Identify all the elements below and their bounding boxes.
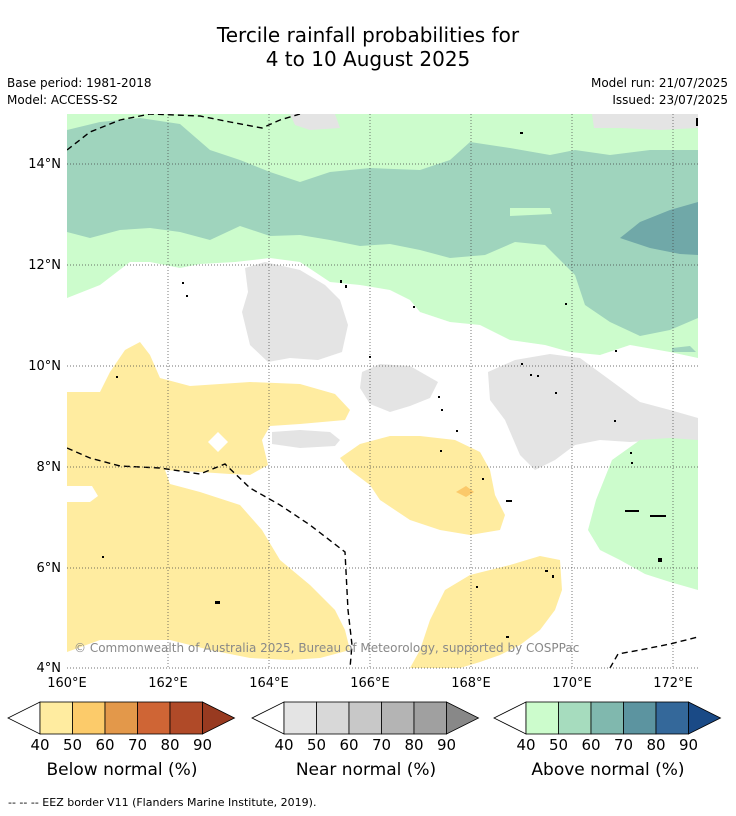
near-normal-colorbar: 40 50 60 70 80 90	[251, 701, 480, 754]
lat-label: 12°N	[28, 258, 61, 273]
lat-label: 14°N	[28, 157, 61, 172]
near-normal-region-5	[290, 114, 340, 130]
above-normal-legend-title: Above normal (%)	[531, 760, 685, 780]
above-normal-colorbar-segment	[525, 701, 559, 735]
near-normal-region-6	[592, 114, 698, 130]
white-gap-1	[67, 486, 98, 502]
below-normal-60-region	[456, 486, 474, 497]
above-normal-colorbar-segment	[623, 701, 657, 735]
near-normal-colorbar-tick-label: 40	[274, 736, 293, 754]
below-normal-colorbar-tick-label: 80	[160, 736, 179, 754]
eez-footnote: -- -- -- EEZ border V11 (Flanders Marine…	[8, 796, 317, 809]
above-normal-70-region	[620, 202, 698, 255]
model-run-text: Model run: 21/07/2025	[590, 76, 728, 90]
above-normal-colorbar-segment	[655, 701, 689, 735]
above-normal-colorbar-tick-label: 70	[614, 736, 633, 754]
map-title-line2: 4 to 10 August 2025	[265, 47, 471, 71]
below-normal-legend-title: Below normal (%)	[46, 760, 198, 780]
below-normal-colorbar-under-arrow	[7, 701, 41, 735]
islands	[102, 118, 698, 638]
below-normal-colorbar-segment	[104, 701, 138, 735]
near-normal-colorbar-tick-label: 90	[437, 736, 456, 754]
issued-text: Issued: 23/07/2025	[612, 93, 728, 107]
above-normal-colorbar-tick-label: 40	[516, 736, 535, 754]
below-normal-colorbar: 40 50 60 70 80 90	[7, 701, 236, 754]
below-normal-colorbar-segment	[137, 701, 171, 735]
near-normal-colorbar-under-arrow	[251, 701, 285, 735]
above-normal-colorbar: 40 50 60 70 80 90	[493, 701, 722, 754]
near-normal-colorbar-segment	[381, 701, 415, 735]
above-normal-colorbar-tick-label: 80	[646, 736, 665, 754]
lat-label: 8°N	[37, 460, 62, 475]
lon-label: 172°E	[653, 676, 693, 691]
above-normal-colorbar-segment	[558, 701, 592, 735]
lon-label: 170°E	[552, 676, 592, 691]
above-normal-colorbar-segment	[590, 701, 624, 735]
white-gap-2	[208, 432, 228, 452]
near-normal-colorbar-tick-label: 70	[372, 736, 391, 754]
near-normal-region-2	[360, 364, 438, 412]
above-normal-colorbar-under-arrow	[493, 701, 527, 735]
below-normal-colorbar-tick-label: 60	[95, 736, 114, 754]
map-fields	[67, 114, 698, 668]
above-normal-colorbar-tick-label: 90	[679, 736, 698, 754]
near-normal-region-4	[272, 430, 340, 448]
below-normal-colorbar-over-arrow	[202, 701, 236, 735]
lon-label: 166°E	[350, 676, 390, 691]
white-gap-3	[80, 366, 94, 382]
eez-borders	[67, 114, 698, 668]
near-normal-colorbar-tick-label: 50	[307, 736, 326, 754]
below-normal-50-region-west	[67, 342, 350, 660]
below-normal-50-region-south	[410, 556, 562, 668]
lon-label: 168°E	[451, 676, 491, 691]
below-normal-colorbar-segment	[39, 701, 73, 735]
below-normal-colorbar-segment	[72, 701, 106, 735]
copyright-text: © Commonwealth of Australia 2025, Bureau…	[74, 641, 579, 655]
lat-label: 10°N	[28, 359, 61, 374]
lon-label: 164°E	[249, 676, 289, 691]
map-gridlines	[67, 114, 698, 669]
above-normal-60-region	[67, 118, 698, 336]
near-normal-colorbar-segment	[283, 701, 317, 735]
near-normal-colorbar-tick-label: 60	[339, 736, 358, 754]
white-gap-4	[372, 568, 390, 582]
longitude-labels: 160°E 162°E 164°E 166°E 168°E 170°E 172°…	[47, 676, 693, 691]
near-normal-region-1	[242, 262, 348, 362]
map-title-line1: Tercile rainfall probabilities for	[216, 23, 520, 47]
near-normal-colorbar-tick-label: 80	[404, 736, 423, 754]
above-normal-50-region-small	[510, 208, 552, 216]
above-normal-colorbar-tick-label: 50	[549, 736, 568, 754]
lon-label: 160°E	[47, 676, 87, 691]
colorbars: 40 50 60 70 80 90 40 50 60 70 80 90 40 50 60 70 80 90	[7, 701, 722, 754]
base-period-text: Base period: 1981-2018	[7, 76, 152, 90]
near-normal-legend-title: Near normal (%)	[295, 760, 437, 780]
near-normal-colorbar-segment	[348, 701, 382, 735]
below-normal-colorbar-tick-label: 40	[30, 736, 49, 754]
near-normal-colorbar-segment	[413, 701, 447, 735]
above-normal-colorbar-tick-label: 60	[581, 736, 600, 754]
below-normal-colorbar-segment	[169, 701, 203, 735]
lat-label: 4°N	[37, 661, 62, 676]
above-normal-colorbar-over-arrow	[688, 701, 722, 735]
latitude-labels: 14°N 12°N 10°N 8°N 6°N 4°N	[28, 157, 61, 676]
below-normal-colorbar-tick-label: 70	[128, 736, 147, 754]
below-normal-colorbar-tick-label: 50	[63, 736, 82, 754]
below-normal-colorbar-tick-label: 90	[193, 736, 212, 754]
lon-label: 162°E	[148, 676, 188, 691]
above-normal-50-region-southeast	[588, 438, 698, 590]
lat-label: 6°N	[37, 561, 62, 576]
near-normal-colorbar-segment	[316, 701, 350, 735]
model-text: Model: ACCESS-S2	[7, 93, 119, 107]
above-normal-60-region-small	[672, 346, 696, 352]
below-normal-50-region-east	[340, 436, 505, 535]
near-normal-colorbar-over-arrow	[446, 701, 480, 735]
